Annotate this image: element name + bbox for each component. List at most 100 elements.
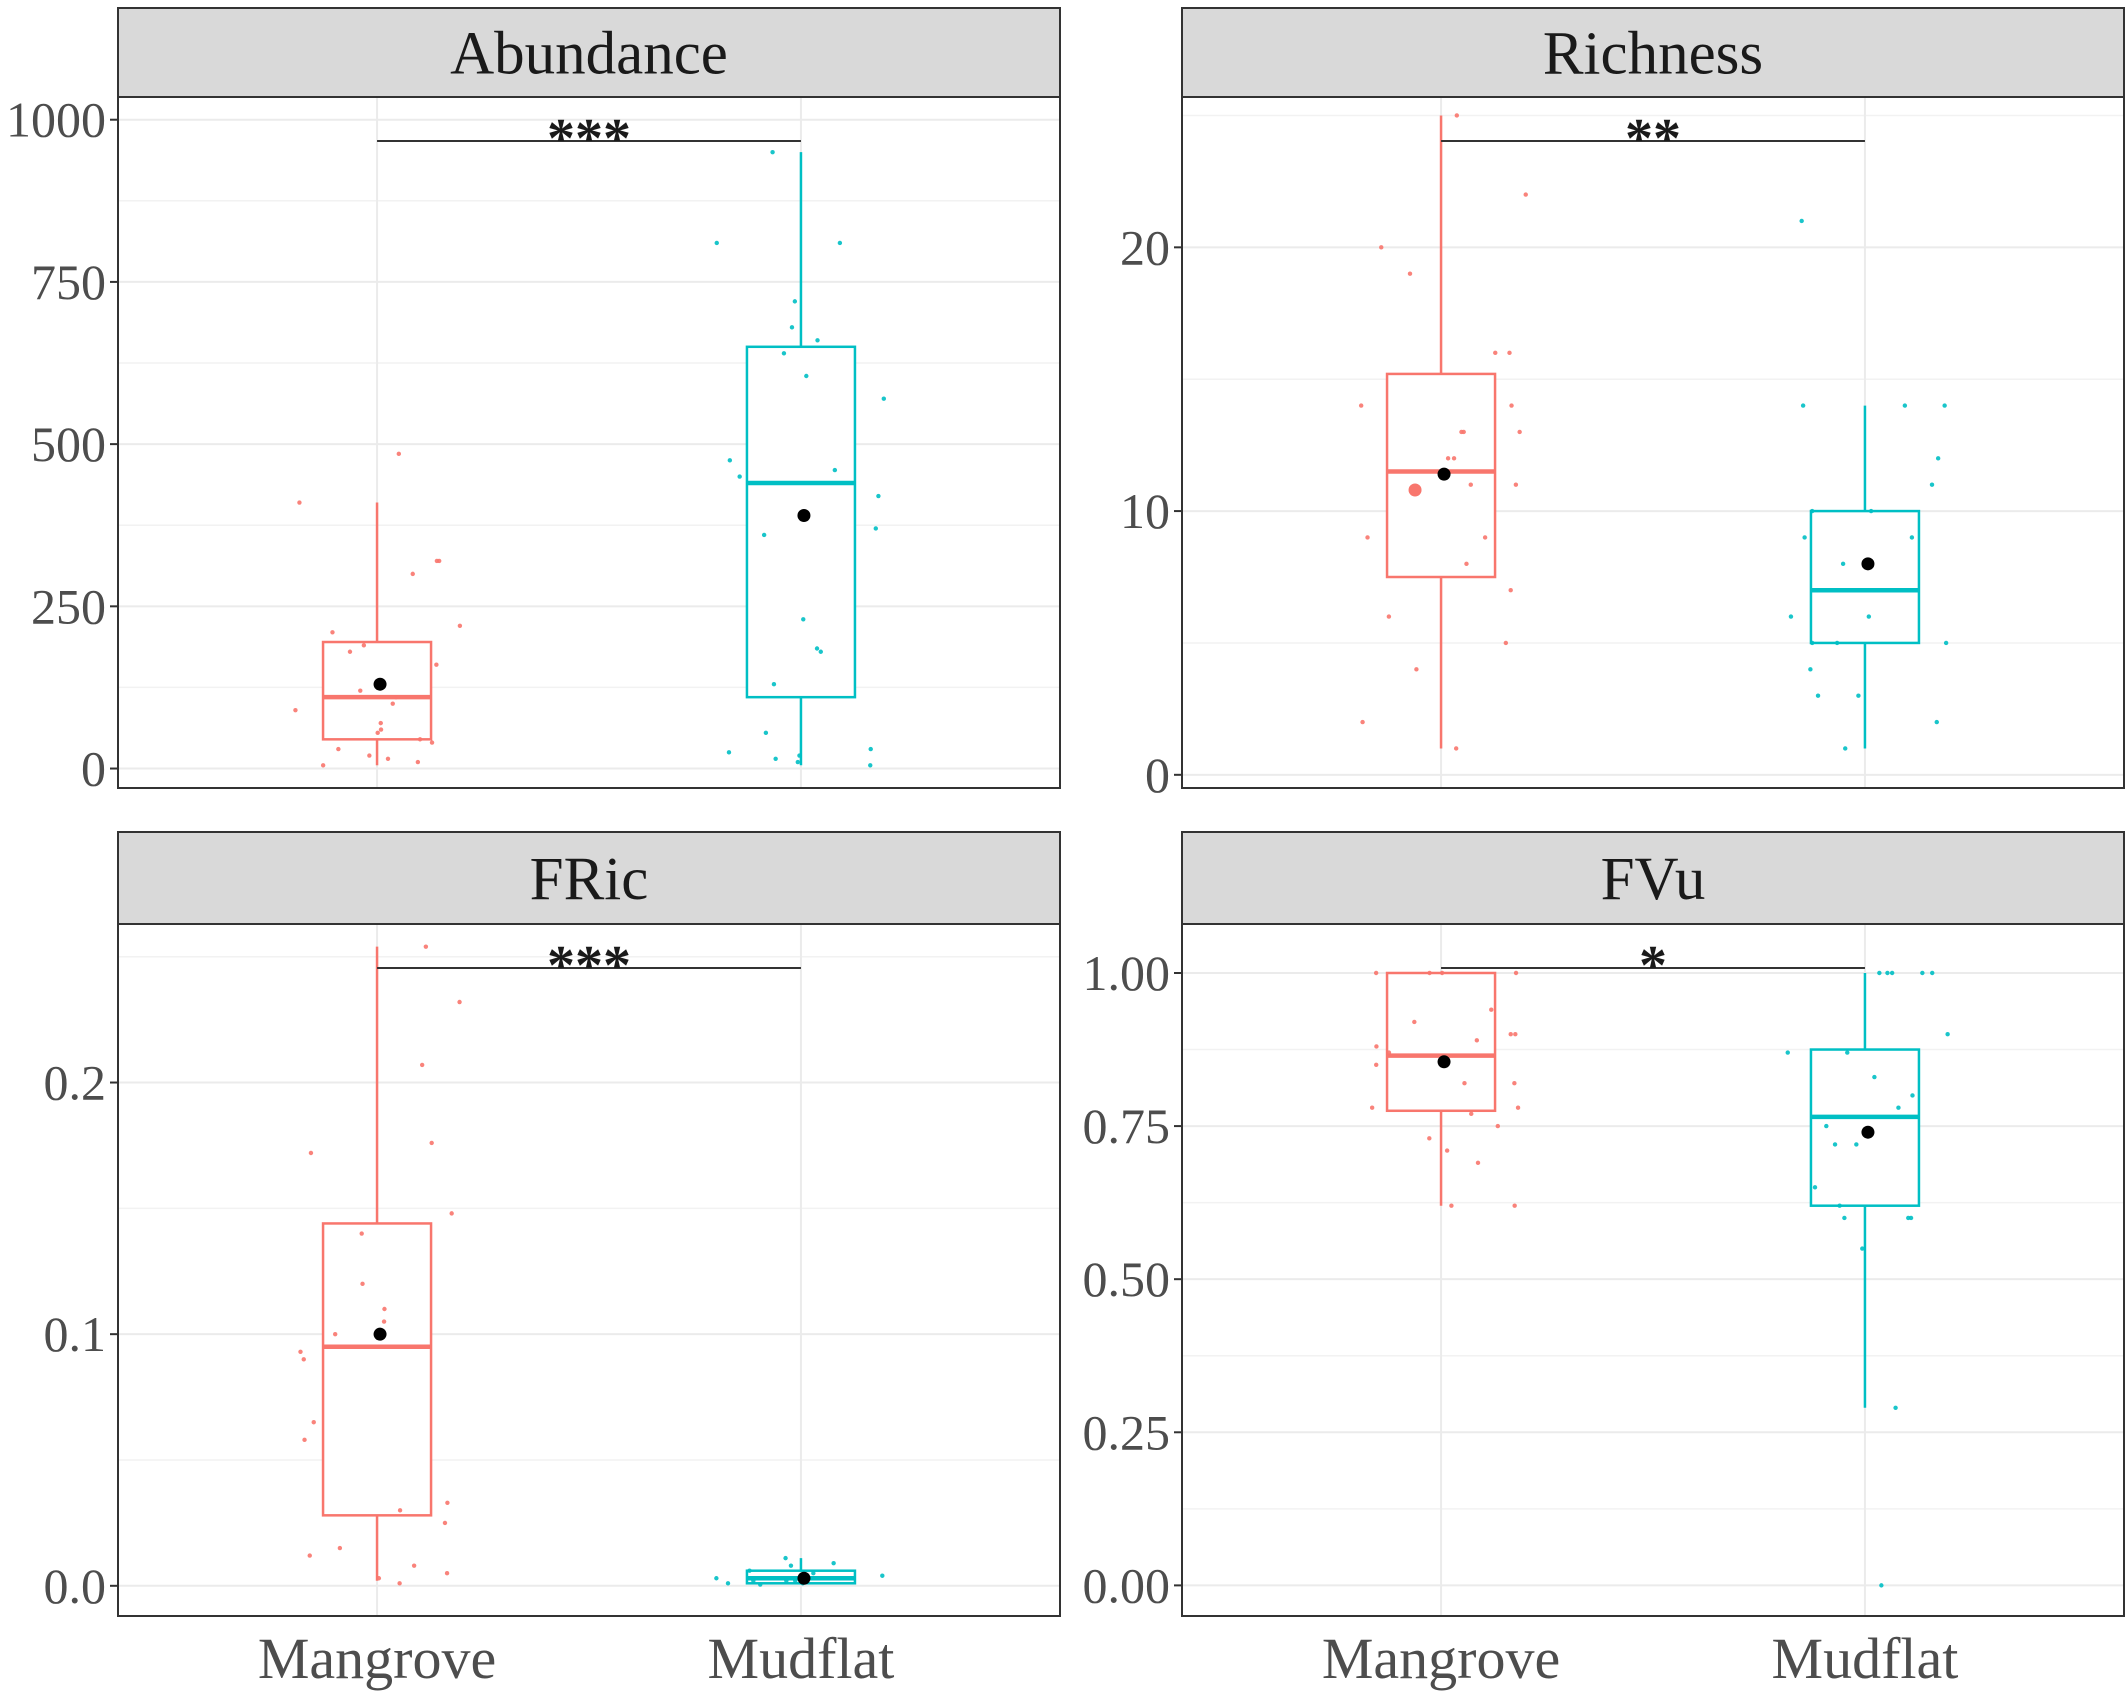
data-point <box>297 500 302 505</box>
data-point <box>360 1281 365 1287</box>
data-point <box>429 1140 434 1146</box>
mean-point <box>373 677 387 691</box>
data-point <box>814 646 820 651</box>
data-point <box>1868 508 1874 514</box>
box-mudflat <box>1788 218 1949 751</box>
iqr-box <box>1385 971 1497 1113</box>
data-point <box>307 1553 312 1558</box>
data-point <box>393 694 399 700</box>
data-point <box>337 1545 343 1551</box>
y-tick-label: 750 <box>31 254 106 310</box>
data-point <box>792 299 798 304</box>
data-point <box>1910 1093 1915 1098</box>
x-tick-label: Mangrove <box>1322 1626 1560 1691</box>
mean-point <box>373 1327 387 1341</box>
data-point <box>873 526 878 531</box>
data-point <box>1451 456 1457 461</box>
mean-point <box>797 508 811 522</box>
data-point <box>751 1578 756 1583</box>
y-tick-label: 20 <box>1120 219 1170 275</box>
data-point <box>1508 587 1513 593</box>
data-point <box>1800 403 1806 408</box>
data-point <box>1799 218 1804 224</box>
data-point <box>1365 535 1370 540</box>
y-tick-label: 1000 <box>6 92 106 148</box>
data-point <box>1788 614 1794 619</box>
data-point <box>1374 1044 1379 1049</box>
data-point <box>445 1500 450 1505</box>
plot-area <box>118 97 1060 788</box>
data-point <box>1360 719 1365 725</box>
data-point <box>1860 1246 1865 1251</box>
y-tick-label: 10 <box>1120 483 1170 539</box>
y-tick-label: 0.00 <box>1083 1557 1171 1613</box>
data-point <box>378 720 383 726</box>
data-point <box>1896 1105 1901 1110</box>
data-point <box>801 617 806 622</box>
data-point <box>747 1568 752 1573</box>
data-point <box>444 1571 450 1576</box>
significance-label: *** <box>547 108 631 170</box>
data-point <box>725 1581 731 1586</box>
data-point <box>727 458 733 463</box>
facet-title: FVu <box>1601 846 1706 913</box>
box-mudflat <box>714 149 887 768</box>
data-point <box>1427 1136 1432 1141</box>
data-point <box>417 737 423 742</box>
data-point <box>1879 1583 1884 1588</box>
data-point <box>378 727 384 732</box>
significance-label: ** <box>1625 108 1681 170</box>
data-point <box>795 759 801 765</box>
data-point <box>1474 1038 1480 1043</box>
data-point <box>804 373 809 379</box>
data-point <box>396 451 402 457</box>
data-point <box>726 750 732 755</box>
data-point <box>1929 482 1935 487</box>
data-point <box>449 1211 454 1216</box>
data-point <box>831 1560 836 1566</box>
plot-area <box>118 924 1060 1616</box>
data-point <box>784 1578 789 1583</box>
data-point <box>737 474 742 479</box>
panel-border <box>117 923 1061 1617</box>
box-mudflat <box>714 1555 885 1587</box>
data-point <box>375 730 380 736</box>
box-mangrove <box>298 944 462 1586</box>
outlier-point <box>1408 483 1422 497</box>
data-point <box>1369 1105 1375 1110</box>
data-point <box>1935 456 1941 461</box>
panel-border <box>117 96 1061 789</box>
data-point <box>1512 1203 1517 1208</box>
data-point <box>1824 1123 1829 1129</box>
y-tick-label: 0.0 <box>44 1558 107 1614</box>
data-point <box>367 753 372 758</box>
data-point <box>1523 192 1528 197</box>
data-point <box>301 1357 306 1362</box>
data-point <box>358 688 363 693</box>
y-tick-label: 1.00 <box>1083 945 1171 1001</box>
data-point <box>1808 667 1813 672</box>
panel-fric: FRic 0.0 0.1 0.2 *** Mangrove Mudflat <box>44 831 1061 1691</box>
data-point <box>308 1150 314 1156</box>
data-point <box>415 759 421 765</box>
data-point <box>1810 640 1815 646</box>
data-point <box>789 325 795 330</box>
data-point <box>1495 1123 1501 1129</box>
data-point <box>880 1573 885 1578</box>
data-point <box>397 1508 403 1513</box>
data-point <box>868 746 873 752</box>
iqr-box <box>1809 509 1921 645</box>
data-point <box>1386 1050 1392 1055</box>
facet-strip <box>117 831 1061 925</box>
data-point <box>1885 970 1890 976</box>
data-point <box>1489 1007 1494 1012</box>
data-point <box>1515 1105 1521 1110</box>
data-point <box>1877 970 1882 976</box>
data-point <box>1453 746 1459 751</box>
facet-title: FRic <box>530 846 649 913</box>
data-point <box>1865 587 1871 593</box>
data-point <box>1407 271 1413 276</box>
y-tick-label: 0.1 <box>44 1306 107 1362</box>
data-point <box>1815 693 1821 698</box>
data-point <box>1444 1148 1450 1153</box>
